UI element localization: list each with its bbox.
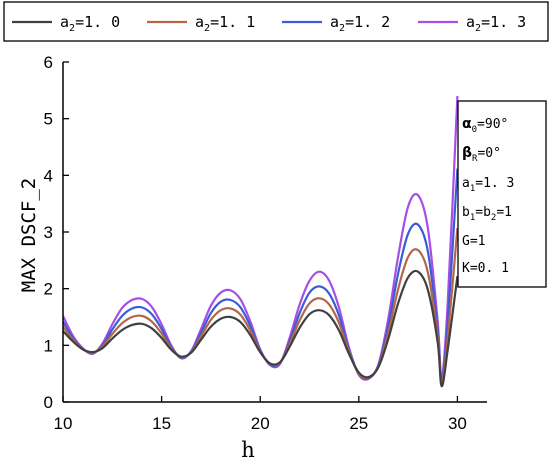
series-line-a2-1-3 <box>63 95 459 381</box>
y-tick-label: 1 <box>44 336 53 355</box>
param-G: G=1 <box>462 234 485 249</box>
plot-area: 0 1 2 3 4 5 6 10 15 20 25 30 <box>44 53 487 433</box>
parameter-box: α0=90° βR=0° a1=1. 3 b1=b2=1 G=1 K=0. 1 <box>457 100 547 288</box>
x-tick-label: 10 <box>54 414 73 433</box>
legend: a2=1. 0 a2=1. 1 a2=1. 2 a2=1. 3 <box>3 1 549 42</box>
x-tick-label: 15 <box>152 414 171 433</box>
x-axis-title: h <box>241 438 255 462</box>
series-line-a2-1-0 <box>63 269 459 388</box>
y-axis-title: MAX DSCF_2 <box>18 178 40 292</box>
y-tick-label: 2 <box>44 280 53 299</box>
param-a1: a1=1. 3 <box>462 176 514 194</box>
x-tick-label: 20 <box>251 414 270 433</box>
legend-label: a2=1. 3 <box>466 13 526 34</box>
x-tick-label: 30 <box>448 414 467 433</box>
y-tick-label: 4 <box>44 166 53 185</box>
y-tick-label: 0 <box>44 393 53 412</box>
legend-label: a2=1. 2 <box>330 13 390 34</box>
param-K: K=0. 1 <box>462 261 509 276</box>
parameter-box-frame <box>457 100 547 288</box>
legend-label: a2=1. 0 <box>60 13 120 34</box>
param-betaR: βR=0° <box>462 145 501 164</box>
param-b1-b2: b1=b2=1 <box>462 205 512 223</box>
x-tick-label: 25 <box>349 414 368 433</box>
y-tick-label: 6 <box>44 53 53 72</box>
y-tick-label: 3 <box>44 223 53 242</box>
legend-label: a2=1. 1 <box>195 13 255 34</box>
series-line-a2-1-2 <box>63 168 459 382</box>
param-alpha0: α0=90° <box>462 116 508 135</box>
y-tick-label: 5 <box>44 110 53 129</box>
